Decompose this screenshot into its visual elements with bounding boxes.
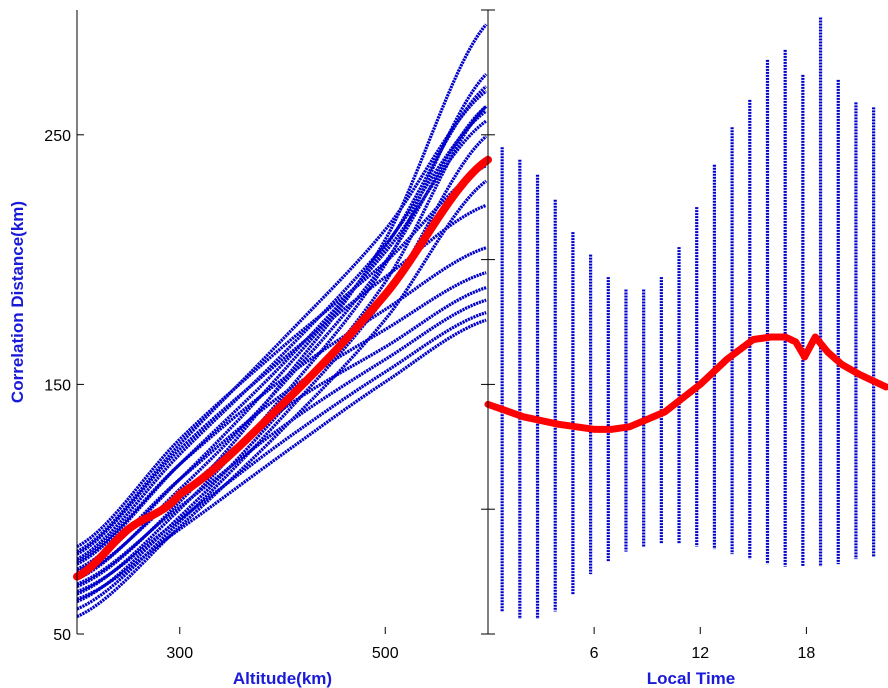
altitude-series-points [76,246,487,564]
x-axis-label: Local Time [647,669,736,688]
altitude-panel [73,23,492,618]
x-tick-label: 300 [166,645,193,662]
x-tick-label: 18 [798,645,816,662]
y-tick-label: 150 [44,377,71,394]
y-axis-label: Correlation Distance(km) [8,201,27,403]
altitude-series-points [76,271,487,571]
x-tick-label: 500 [372,645,399,662]
x-tick-label: 6 [590,645,599,662]
altitude-series-points [76,318,487,601]
altitude-series-points [76,311,487,594]
altitude-series-points [76,179,488,618]
altitude-series [76,85,488,574]
altitude-series-points [76,109,488,561]
altitude-series-points [76,85,488,574]
altitude-series-points [76,164,487,549]
altitude-series [76,105,488,604]
y-tick-label: 50 [53,627,71,644]
x-axis-label: Altitude(km) [233,669,332,688]
altitude-series [76,246,487,564]
altitude-series [76,298,487,586]
x-tick-label: 12 [691,645,709,662]
local-time-panel [484,17,888,620]
altitude-series-points [76,298,487,586]
altitude-series [76,179,488,618]
altitude-series [76,271,487,571]
altitude-series [76,318,487,601]
y-tick-label: 250 [44,128,71,145]
altitude-series-points [76,23,488,589]
altitude-series [76,89,488,554]
altitude-series [76,164,487,549]
altitude-series [76,311,487,594]
altitude-series-points [76,89,488,554]
altitude-mean-line [73,155,492,581]
altitude-series-points [76,105,488,604]
altitude-series [76,109,488,561]
altitude-series [76,23,488,589]
local-time-mean-line [484,333,888,433]
